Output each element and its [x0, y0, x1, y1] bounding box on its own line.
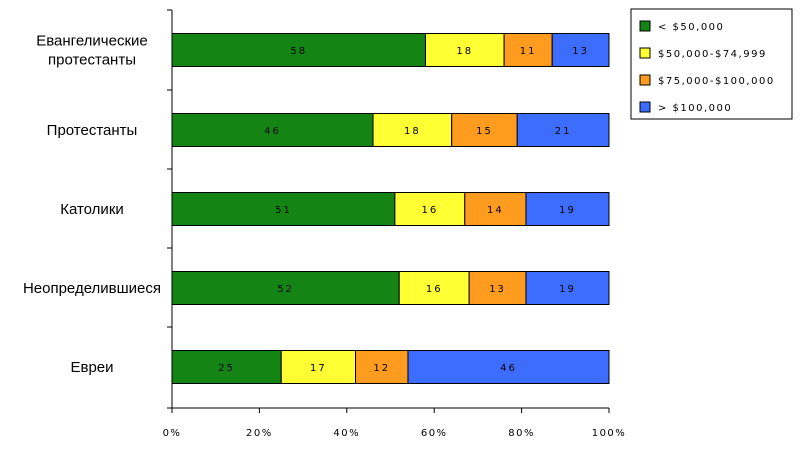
bar-segment: [372, 113, 453, 147]
legend-label: $50,000-$74,999: [658, 49, 767, 60]
x-tick-label: 20%: [246, 428, 273, 439]
bar-value-label: 25: [218, 363, 235, 374]
legend-swatch: [639, 74, 651, 86]
category-label: Евреи: [70, 359, 113, 376]
bar-value-label: 16: [426, 284, 443, 295]
category-labels: Евангелические протестанты Протестанты Като…: [23, 33, 161, 377]
bar-value-label: 21: [555, 126, 572, 137]
bar-segment: [355, 350, 409, 384]
bar-value-label: 13: [489, 284, 506, 295]
bar-value-label: 52: [277, 284, 294, 295]
bar-segment: [171, 271, 400, 305]
bar-segment: [516, 113, 610, 147]
bar-value-label: 18: [456, 46, 473, 57]
legend-label: < $50,000: [658, 22, 724, 33]
x-tick-label: 60%: [421, 428, 448, 439]
bar-value-label: 14: [487, 205, 504, 216]
category-label: Евангелические: [36, 33, 148, 50]
bar-segment: [468, 271, 527, 305]
legend-label: > $100,000: [658, 103, 732, 114]
bar-value-label: 17: [310, 363, 327, 374]
bar-segment: [280, 350, 357, 384]
x-tick-label: 40%: [333, 428, 360, 439]
bar-value-label: 16: [421, 205, 438, 216]
bar-segment: [398, 271, 470, 305]
bar-value-label: 11: [520, 46, 537, 57]
bar-value-label: 18: [404, 126, 421, 137]
bar-segment: [424, 33, 505, 67]
category-label: протестанты: [48, 52, 136, 69]
bar-segment: [171, 192, 396, 226]
bar-segment: [451, 113, 518, 147]
category-label: Католики: [60, 201, 124, 218]
legend-box: [630, 8, 793, 120]
bar-segment: [407, 350, 610, 384]
legend-swatch: [639, 101, 651, 113]
bar-value-label: 58: [290, 46, 307, 57]
bar-segment: [171, 33, 426, 67]
chart-bars: 58 18 11 13 46 18 15 21 51 16 14 19 52 16 13 19 25 17 12 46: [171, 33, 610, 384]
legend-swatch: [639, 20, 651, 32]
x-tick-label: 100%: [592, 428, 627, 439]
legend: < $50,000 $50,000-$74,999 $75,000-$100,000…: [630, 8, 793, 120]
bar-value-label: 46: [264, 126, 281, 137]
x-axis-ticks: 0% 20% 40% 60% 80% 100%: [163, 408, 627, 439]
bar-value-label: 51: [275, 205, 292, 216]
bar-value-label: 46: [500, 363, 517, 374]
bar-segment: [551, 33, 610, 67]
legend-swatch: [639, 47, 651, 59]
bar-segment: [525, 192, 610, 226]
bar-value-label: 19: [559, 284, 576, 295]
bar-value-label: 12: [373, 363, 390, 374]
category-label: Протестанты: [47, 122, 138, 139]
bar-value-label: 19: [559, 205, 576, 216]
bar-segment: [525, 271, 610, 305]
bar-value-label: 15: [476, 126, 493, 137]
legend-label: $75,000-$100,000: [658, 76, 775, 87]
x-tick-label: 0%: [163, 428, 182, 439]
bar-value-label: 13: [572, 46, 589, 57]
category-label: Неопределившиеся: [23, 280, 161, 297]
bar-segment: [171, 350, 282, 384]
bar-segment: [464, 192, 527, 226]
x-tick-label: 80%: [508, 428, 535, 439]
